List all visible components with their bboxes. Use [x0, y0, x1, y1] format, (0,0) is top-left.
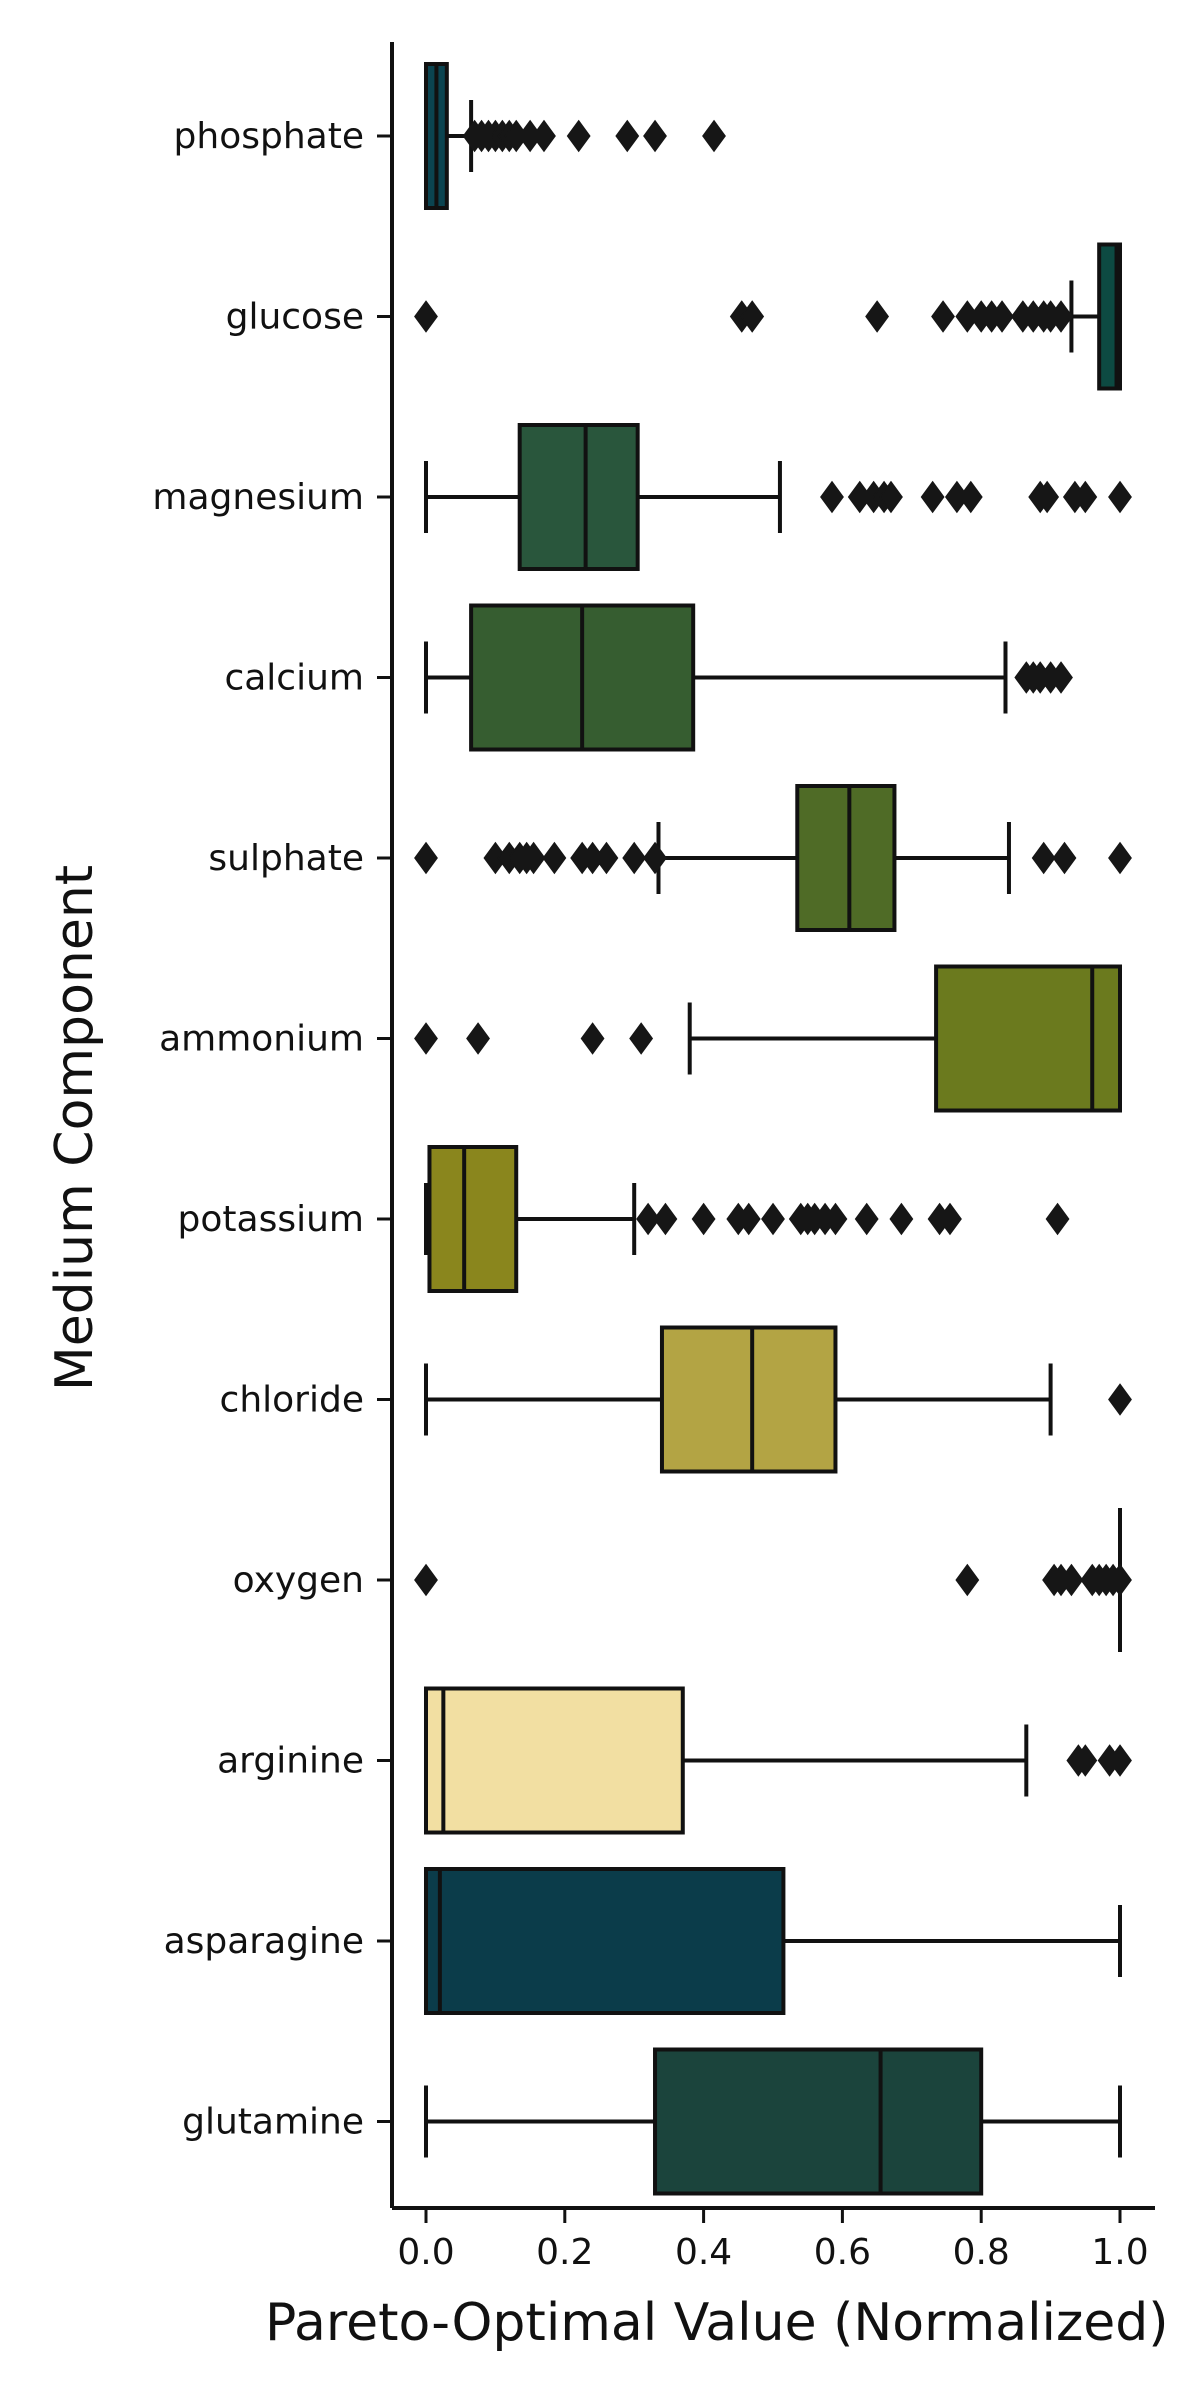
y-tick-label-magnesium: magnesium: [152, 477, 364, 518]
x-axis-title: Pareto-Optimal Value (Normalized): [265, 2293, 1169, 2353]
y-tick-label-asparagine: asparagine: [164, 1921, 364, 1962]
outlier-point-phosphate-11: [643, 119, 667, 153]
box-arginine: [424, 1686, 685, 1835]
y-tick-label-phosphate: phosphate: [174, 116, 364, 157]
outlier-point-phosphate-8: [532, 119, 556, 153]
outlier-point-glucose-0: [414, 300, 438, 333]
y-tick-label-oxygen: oxygen: [233, 1560, 364, 1601]
outlier-point-chloride-0: [1108, 1383, 1132, 1416]
x-tick-label-5: 1.0: [1091, 2232, 1148, 2273]
outlier-point-magnesium-12: [1108, 480, 1132, 514]
y-tick-label-glucose: glucose: [226, 297, 364, 338]
plot-layer: 0.0 0.2 0.4 0.6 0.8 1.0 phosphate glucose magnes…: [152, 42, 1155, 2273]
outlier-point-arginine-3: [1108, 1744, 1132, 1777]
outlier-point-potassium-1: [653, 1202, 678, 1236]
outlier-point-sulphate-5: [521, 841, 546, 875]
box-magnesium: [517, 423, 640, 571]
x-tick-label-4: 0.8: [953, 2232, 1010, 2273]
outlier-point-sulphate-11: [643, 841, 667, 875]
outlier-point-sulphate-0: [414, 841, 438, 875]
box-glutamine: [653, 2047, 984, 2196]
outlier-point-potassium-10: [823, 1202, 848, 1236]
y-tick-label-calcium: calcium: [224, 658, 364, 699]
outlier-point-sulphate-13: [1052, 841, 1077, 875]
outlier-point-glucose-13: [1049, 300, 1073, 333]
outlier-point-phosphate-12: [702, 119, 726, 153]
outlier-point-sulphate-14: [1108, 841, 1132, 875]
outlier-point-potassium-0: [636, 1202, 661, 1236]
outlier-point-glucose-4: [931, 300, 955, 333]
outlier-point-oxygen-4: [1059, 1563, 1084, 1597]
outlier-point-magnesium-0: [820, 480, 844, 514]
outlier-point-potassium-11: [854, 1202, 879, 1236]
box-potassium: [427, 1145, 519, 1293]
x-tick-label-1: 0.2: [536, 2232, 593, 2273]
y-tick-label-sulphate: sulphate: [208, 838, 364, 879]
y-axis-title: Medium Component: [45, 865, 105, 1391]
y-tick-label-glutamine: glutamine: [182, 2102, 364, 2143]
outlier-point-ammonium-3: [629, 1022, 654, 1055]
outlier-point-oxygen-0: [414, 1563, 438, 1597]
x-tick-label-2: 0.4: [675, 2232, 732, 2273]
outlier-point-sulphate-12: [1031, 841, 1056, 875]
outlier-point-glucose-2: [740, 300, 765, 333]
outlier-point-sulphate-6: [542, 841, 567, 875]
outlier-point-phosphate-9: [566, 119, 591, 153]
outlier-point-potassium-4: [736, 1202, 761, 1236]
outlier-point-glucose-3: [865, 300, 890, 333]
outlier-point-magnesium-5: [920, 480, 945, 514]
outlier-point-magnesium-7: [958, 480, 983, 514]
outlier-point-ammonium-2: [580, 1022, 605, 1055]
box-chloride: [659, 1325, 838, 1474]
y-tick-label-ammonium: ammonium: [159, 1019, 364, 1060]
x-tick-label-0: 0.0: [397, 2232, 454, 2273]
outlier-point-magnesium-4: [879, 480, 903, 514]
outlier-point-potassium-2: [691, 1202, 716, 1236]
outlier-point-magnesium-9: [1035, 480, 1060, 514]
y-tick-label-chloride: chloride: [220, 1380, 364, 1421]
box-ammonium: [934, 964, 1123, 1113]
y-tick-label-arginine: arginine: [217, 1741, 364, 1782]
outlier-point-oxygen-1: [955, 1563, 980, 1597]
outlier-point-magnesium-11: [1073, 480, 1098, 514]
outlier-point-glucose-8: [990, 300, 1014, 333]
outlier-point-potassium-14: [938, 1202, 962, 1236]
outlier-point-ammonium-0: [414, 1022, 438, 1055]
outlier-point-sulphate-10: [622, 841, 647, 875]
outlier-point-potassium-15: [1045, 1202, 1070, 1236]
y-tick-label-potassium: potassium: [178, 1199, 364, 1240]
x-tick-label-3: 0.6: [814, 2232, 871, 2273]
outlier-point-ammonium-1: [466, 1022, 490, 1055]
box-asparagine: [424, 1867, 786, 2015]
box-sulphate: [795, 784, 897, 932]
outlier-point-calcium-4: [1049, 661, 1073, 694]
outlier-point-sulphate-9: [594, 841, 619, 875]
outlier-point-phosphate-10: [615, 119, 640, 153]
outlier-point-potassium-12: [889, 1202, 914, 1236]
outlier-point-arginine-1: [1073, 1744, 1098, 1777]
outlier-point-oxygen-9: [1108, 1563, 1132, 1597]
outlier-point-potassium-5: [761, 1202, 785, 1236]
